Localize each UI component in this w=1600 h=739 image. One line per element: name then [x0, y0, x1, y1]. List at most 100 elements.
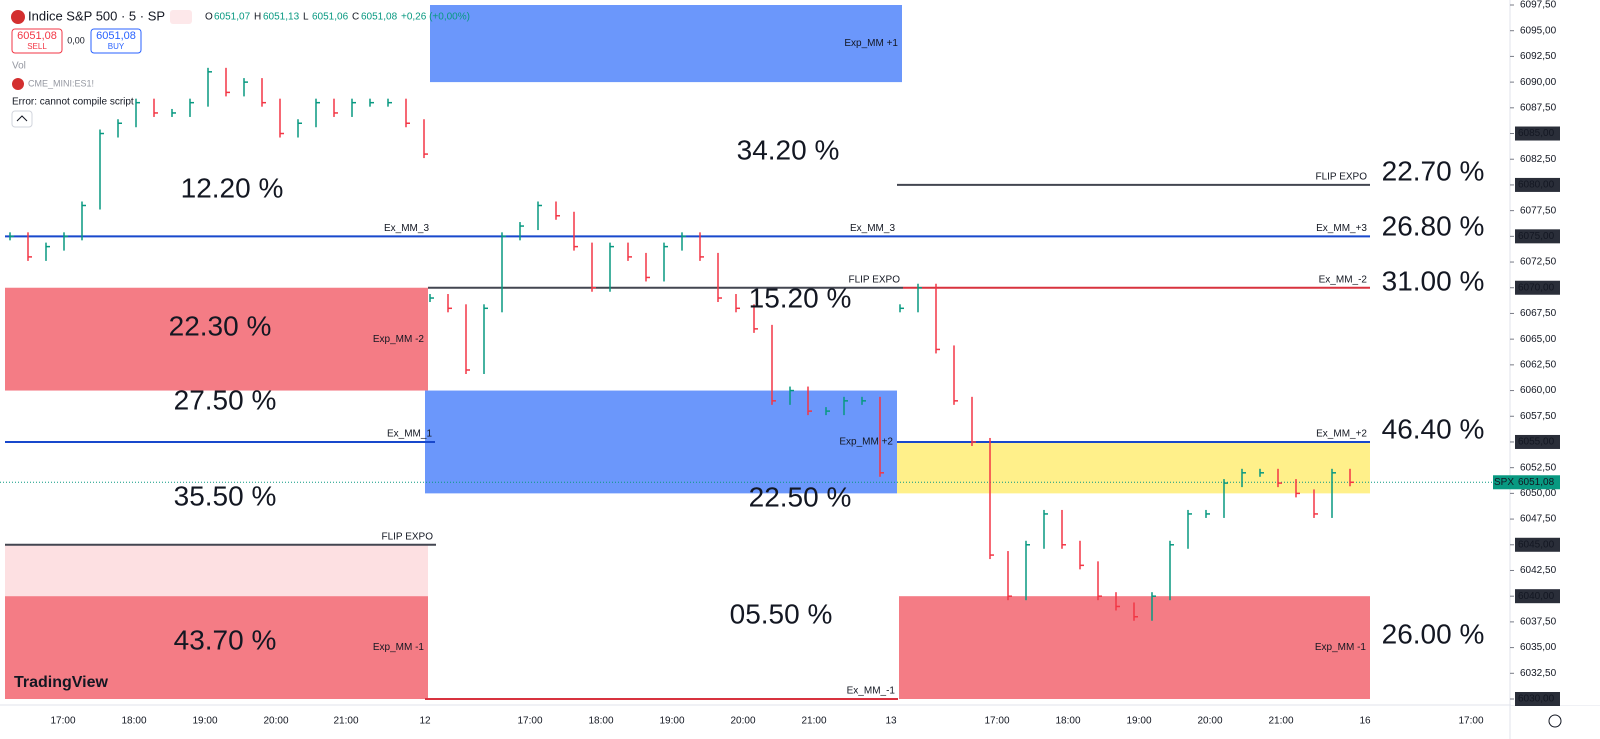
level-label: Ex_MM_+2 — [1316, 429, 1367, 440]
price-tick-label: 6035,00 — [1520, 642, 1557, 653]
price-tag — [1515, 692, 1560, 706]
zone — [5, 287, 428, 391]
zone — [5, 544, 428, 597]
time-label: 17:00 — [984, 716, 1009, 727]
price-tag-label: 6080,00 — [1518, 180, 1555, 191]
percent-label: 46.40 % — [1382, 413, 1485, 444]
spread: 0,00 — [67, 35, 85, 45]
price-tag-label: 6070,00 — [1518, 282, 1555, 293]
ohlc-key: O — [205, 12, 213, 23]
ohlc-key: L — [303, 12, 309, 23]
buy-label: BUY — [108, 42, 125, 51]
time-label: 20:00 — [1197, 716, 1222, 727]
time-label: 20:00 — [730, 716, 755, 727]
time-label: 21:00 — [801, 716, 826, 727]
header: Indice S&P 500 · 5 · SP O 6051,07 H 6051,13… — [11, 8, 470, 691]
price-tick-label: 6062,50 — [1520, 359, 1557, 370]
axis-layer: 6097,50 6095,00 6092,50 6090,00 6087,50 6085,… — [50, 0, 1600, 728]
percent-label: 35.50 % — [174, 480, 277, 511]
collapse-button[interactable] — [11, 110, 33, 128]
percent-label: 26.80 % — [1382, 210, 1485, 241]
level-label: Ex_MM_-2 — [1319, 274, 1368, 285]
zone — [425, 390, 897, 494]
zones-layer — [5, 5, 1370, 699]
price-tick-label: 6072,50 — [1520, 257, 1557, 268]
script-icon — [12, 78, 24, 90]
percent-label: 34.20 % — [737, 134, 840, 165]
zone-label: Exp_MM -2 — [373, 334, 425, 345]
price-tick-label: 6032,50 — [1520, 668, 1557, 679]
symbol-tag-label: SPX — [1494, 477, 1514, 488]
level-label: FLIP EXPO — [381, 531, 433, 542]
percent-label: 12.20 % — [181, 172, 284, 203]
price-tick-label: 6097,50 — [1520, 0, 1557, 11]
time-label: 16 — [1359, 716, 1371, 727]
script-symbol[interactable]: CME_MINI:ES1! — [28, 78, 94, 88]
percent-label: 43.70 % — [174, 624, 277, 655]
buy-button[interactable] — [90, 28, 142, 54]
price-tick-label: 6037,50 — [1520, 617, 1557, 628]
ohlc-values: O 6051,07 H 6051,13 L 6051,06 C 6051,08 +0,26 (+… — [205, 12, 470, 23]
last-price-tag — [1515, 475, 1560, 490]
time-label: 21:00 — [1268, 716, 1293, 727]
volume-label[interactable]: Vol — [12, 61, 26, 72]
price-tag-label: 6040,00 — [1518, 591, 1555, 602]
labels-layer: Exp_MM +1 Exp_MM -2 Exp_MM +2 Exp_MM -1 Exp_… — [169, 38, 1485, 696]
level-label: Ex_MM_3 — [384, 223, 429, 234]
time-label: 19:00 — [659, 716, 684, 727]
percent-label: 27.50 % — [174, 384, 277, 415]
sell-button[interactable] — [11, 28, 63, 54]
symbol-title[interactable]: Indice S&P 500 · 5 · SP — [28, 8, 165, 23]
price-tick-label: 6077,50 — [1520, 205, 1557, 216]
collapse-icon — [16, 115, 28, 122]
price-tag-label: 6030,00 — [1518, 694, 1555, 705]
compare-button[interactable] — [170, 10, 192, 24]
logo[interactable]: TradingView — [14, 674, 109, 691]
price-tick-label: 6047,50 — [1520, 514, 1557, 525]
price-tick-label: 6060,00 — [1520, 385, 1557, 396]
zone-label: Exp_MM +2 — [839, 437, 893, 448]
percent-label: 15.20 % — [749, 282, 852, 313]
price-tag-label: 6045,00 — [1518, 539, 1555, 550]
symbol-icon — [11, 10, 25, 24]
sell-price: 6051,08 — [17, 30, 57, 42]
price-tick-label: 6065,00 — [1520, 334, 1557, 345]
ohlc-value: 6051,07 — [214, 12, 251, 23]
zone — [430, 5, 902, 83]
zone-label: Exp_MM +1 — [844, 38, 898, 49]
time-label: 17:00 — [50, 716, 75, 727]
price-tag-label: 6055,00 — [1518, 437, 1555, 448]
level-label: Ex_MM_+3 — [1316, 223, 1367, 234]
settings-icon[interactable] — [1548, 714, 1562, 728]
ohlc-value: 6051,13 — [263, 12, 300, 23]
price-tag — [1515, 177, 1560, 192]
level-label: FLIP EXPO — [1315, 172, 1367, 183]
level-label: Ex_MM_-1 — [847, 686, 896, 697]
price-tag — [1515, 434, 1560, 449]
time-label: 20:00 — [263, 716, 288, 727]
percent-label: 22.70 % — [1382, 155, 1485, 186]
price-tag-label: 6085,00 — [1518, 128, 1555, 139]
sell-label: SELL — [27, 42, 47, 51]
time-label: 13 — [885, 716, 897, 727]
zone — [5, 596, 428, 699]
ohlc-change: +0,26 (+0,00%) — [401, 12, 470, 23]
price-axis-bg — [1511, 0, 1600, 705]
level-label: Ex_MM_1 — [387, 429, 432, 440]
price-tick-label: 6095,00 — [1520, 25, 1557, 36]
last-price-label: 6051,08 — [1518, 477, 1555, 488]
time-label: 21:00 — [333, 716, 358, 727]
time-label: 18:00 — [588, 716, 613, 727]
percent-label: 05.50 % — [730, 598, 833, 629]
time-label: 18:00 — [121, 716, 146, 727]
time-label: 17:00 — [1458, 716, 1483, 727]
price-tag — [1515, 229, 1560, 244]
zone-label: Exp_MM -1 — [373, 642, 425, 653]
price-tick-label: 6090,00 — [1520, 77, 1557, 88]
error-message: Error: cannot compile script — [12, 97, 134, 108]
level-label: FLIP EXPO — [848, 274, 900, 285]
zone — [897, 441, 1370, 494]
price-tag-label: 6075,00 — [1518, 231, 1555, 242]
